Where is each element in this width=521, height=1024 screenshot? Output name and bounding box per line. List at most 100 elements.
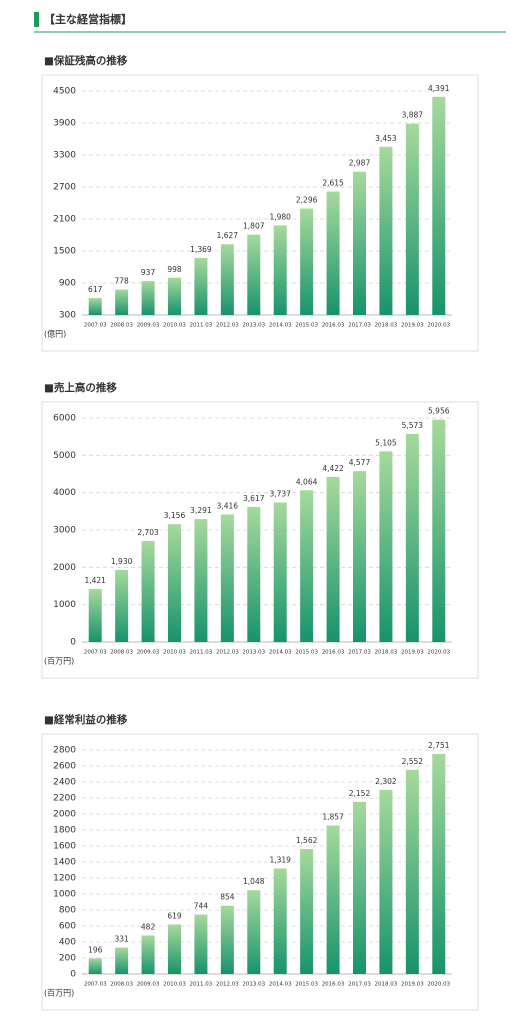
value-label: 2,987	[349, 159, 371, 168]
value-label: 1,627	[217, 231, 239, 240]
y-tick-label: 900	[59, 279, 76, 289]
y-tick-label: 0	[70, 970, 76, 980]
bar	[168, 277, 181, 315]
bar	[141, 935, 155, 974]
x-tick-label: 2007.03	[84, 323, 107, 329]
x-tick-label: 2015.03	[295, 982, 318, 988]
x-tick-label: 2020.03	[427, 650, 450, 656]
bar	[432, 753, 446, 974]
bar	[247, 890, 261, 974]
unit-label: (百万円)	[44, 657, 74, 666]
x-tick-label: 2008.03	[110, 982, 133, 988]
value-label: 2,703	[137, 528, 159, 537]
value-label: 1,562	[296, 836, 318, 845]
chart-frame	[41, 74, 479, 352]
value-label: 2,552	[402, 757, 424, 766]
bar	[326, 191, 340, 315]
bar	[273, 502, 287, 642]
y-tick-label: 6000	[53, 414, 76, 424]
x-tick-label: 2020.03	[427, 982, 450, 988]
value-label: 1,421	[84, 576, 106, 585]
bar	[194, 519, 208, 642]
bar	[141, 541, 155, 642]
y-tick-label: 1800	[53, 826, 76, 836]
value-label: 4,577	[349, 458, 371, 467]
x-tick-label: 2018.03	[375, 650, 398, 656]
bar	[300, 208, 314, 315]
bar	[88, 588, 102, 642]
x-tick-label: 2011.03	[190, 650, 213, 656]
y-tick-label: 4000	[53, 488, 76, 498]
bar	[353, 801, 366, 974]
value-label: 619	[167, 911, 182, 920]
value-label: 1,857	[322, 812, 344, 821]
bar	[379, 146, 393, 315]
x-tick-label: 2010.03	[163, 323, 186, 329]
y-tick-label: 300	[59, 311, 76, 321]
x-tick-label: 2017.03	[348, 323, 371, 329]
x-tick-label: 2017.03	[348, 650, 371, 656]
y-tick-label: 2600	[53, 762, 76, 772]
x-tick-label: 2016.03	[322, 323, 345, 329]
value-label: 778	[114, 277, 129, 286]
x-tick-label: 2020.03	[427, 323, 450, 329]
y-tick-label: 2200	[53, 794, 76, 804]
x-tick-label: 2019.03	[401, 650, 424, 656]
x-tick-label: 2013.03	[242, 650, 265, 656]
bar	[115, 947, 129, 974]
value-label: 2,296	[296, 196, 318, 205]
x-tick-label: 2008.03	[110, 650, 133, 656]
bar	[326, 476, 340, 642]
y-tick-label: 200	[59, 954, 76, 964]
x-tick-label: 2019.03	[401, 323, 424, 329]
bar	[405, 433, 419, 642]
x-tick-label: 2016.03	[322, 650, 345, 656]
value-label: 4,422	[322, 464, 344, 473]
value-label: 998	[167, 265, 182, 274]
bar	[405, 769, 419, 974]
x-tick-label: 2011.03	[190, 323, 213, 329]
value-label: 1,980	[269, 212, 291, 221]
y-tick-label: 3900	[53, 119, 76, 129]
bar	[115, 569, 129, 642]
bar	[273, 225, 287, 315]
y-tick-label: 2000	[53, 563, 76, 573]
value-label: 2,152	[349, 789, 371, 798]
value-label: 1,319	[269, 855, 291, 864]
bar	[247, 234, 261, 315]
page-title: 【主な経営指標】	[44, 12, 132, 26]
unit-label: (億円)	[44, 329, 66, 339]
value-label: 5,573	[402, 421, 424, 430]
x-tick-label: 2009.03	[137, 650, 160, 656]
bar	[379, 789, 393, 974]
bar	[432, 96, 446, 316]
bar	[353, 171, 366, 315]
bar	[273, 868, 287, 974]
value-label: 2,302	[375, 777, 397, 786]
x-tick-label: 2009.03	[137, 323, 160, 329]
x-tick-label: 2013.03	[242, 982, 265, 988]
x-tick-label: 2007.03	[84, 650, 107, 656]
y-tick-label: 800	[59, 906, 76, 916]
chart-title: ■保証残高の推移	[44, 54, 128, 67]
x-tick-label: 2011.03	[190, 982, 213, 988]
x-tick-label: 2014.03	[269, 650, 292, 656]
value-label: 617	[88, 285, 103, 294]
value-label: 3,453	[375, 134, 397, 143]
y-tick-label: 2000	[53, 810, 76, 820]
x-tick-label: 2017.03	[348, 982, 371, 988]
bar	[115, 289, 129, 315]
x-tick-label: 2015.03	[295, 650, 318, 656]
x-tick-label: 2009.03	[137, 982, 160, 988]
bar	[379, 451, 393, 642]
y-tick-label: 1000	[53, 600, 76, 610]
x-tick-label: 2010.03	[163, 982, 186, 988]
y-tick-label: 400	[59, 938, 76, 948]
bar	[194, 914, 208, 974]
value-label: 4,391	[428, 84, 450, 93]
value-label: 331	[114, 935, 129, 944]
value-label: 3,291	[190, 506, 212, 515]
bar	[220, 244, 234, 315]
x-tick-label: 2012.03	[216, 982, 239, 988]
